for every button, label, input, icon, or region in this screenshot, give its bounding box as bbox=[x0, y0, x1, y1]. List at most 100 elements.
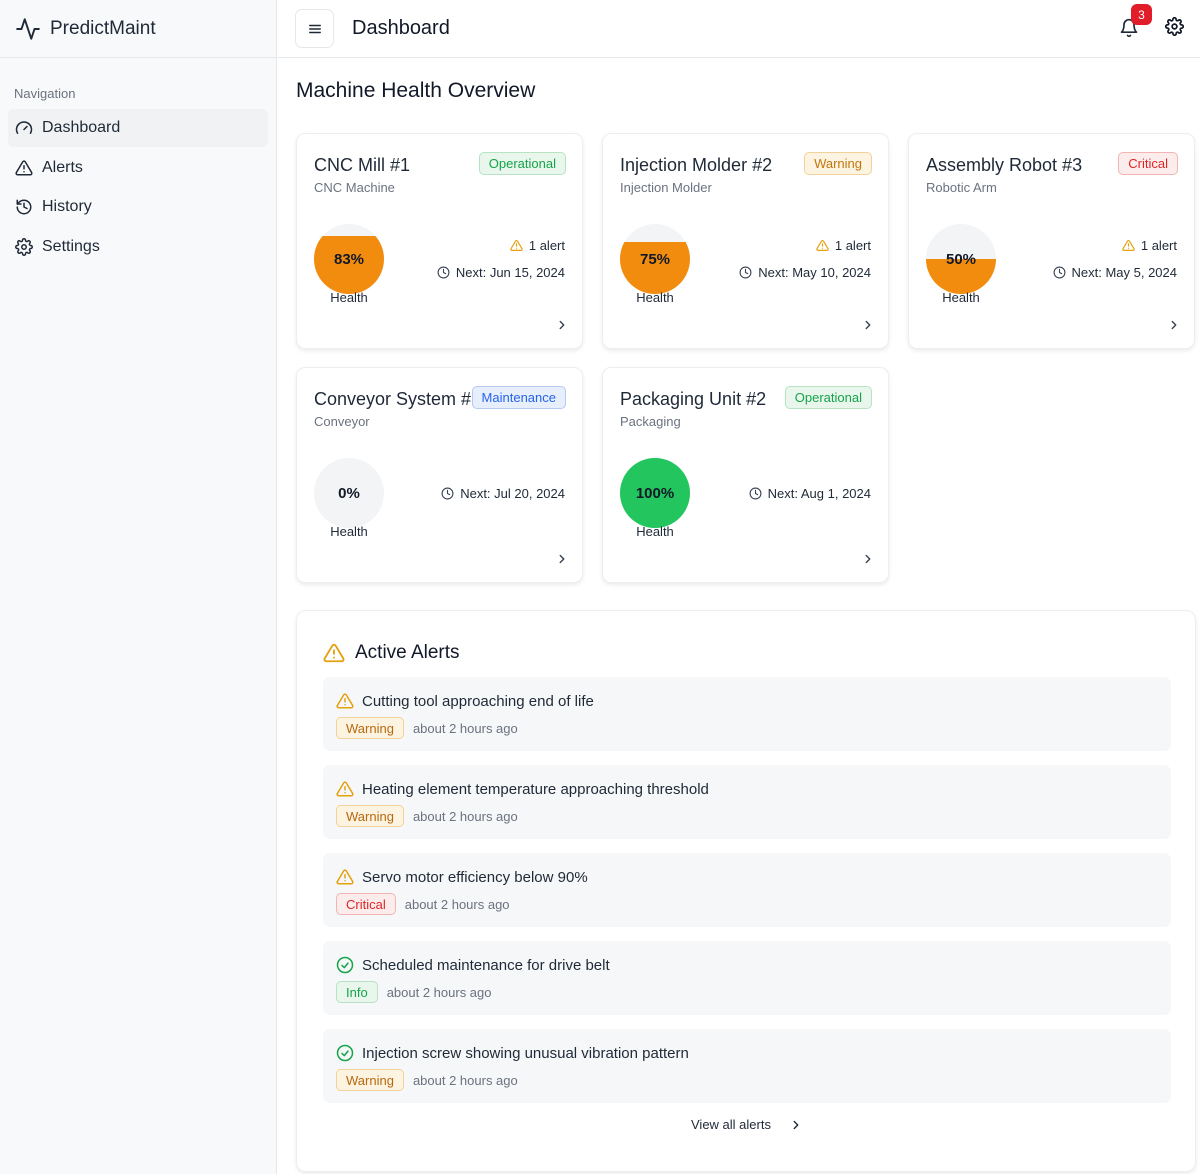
machine-name: Conveyor System #1 bbox=[314, 389, 482, 409]
alerts-heading-text: Active Alerts bbox=[355, 642, 460, 663]
sidebar-item-label: Dashboard bbox=[42, 119, 121, 136]
severity-badge: Critical bbox=[336, 893, 396, 915]
sidebar-item-history[interactable]: History bbox=[8, 188, 268, 226]
alert-triangle-icon bbox=[1122, 239, 1135, 251]
card-details-button[interactable] bbox=[1167, 318, 1181, 337]
view-all-alerts-link[interactable]: View all alerts bbox=[691, 1117, 803, 1132]
brand-name: PredictMaint bbox=[50, 17, 156, 39]
machine-type: Packaging bbox=[620, 414, 681, 429]
next-maintenance: Next: Jul 20, 2024 bbox=[441, 486, 565, 501]
health-label: Health bbox=[942, 290, 980, 305]
alert-triangle-icon bbox=[816, 239, 829, 251]
alert-message-text: Cutting tool approaching end of life bbox=[362, 692, 594, 710]
health-label: Health bbox=[636, 524, 674, 539]
gear-icon bbox=[15, 237, 33, 256]
sidebar-item-label: Alerts bbox=[42, 158, 83, 176]
sidebar-item-settings[interactable]: Settings bbox=[8, 228, 268, 266]
health-gauge: 83% bbox=[314, 224, 384, 294]
sidebar: PredictMaint Navigation Dashboard Alerts… bbox=[0, 0, 277, 1174]
machine-type: Injection Molder bbox=[620, 180, 712, 195]
card-details-button[interactable] bbox=[861, 552, 875, 571]
health-value: 100% bbox=[635, 484, 675, 502]
alert-count: 1 alert bbox=[816, 238, 871, 253]
next-maintenance-text: Next: Jul 20, 2024 bbox=[460, 486, 565, 501]
machine-type: Robotic Arm bbox=[926, 180, 997, 195]
card-details-button[interactable] bbox=[555, 552, 569, 571]
machine-name: Packaging Unit #2 bbox=[620, 389, 767, 409]
brand[interactable]: PredictMaint bbox=[0, 0, 276, 58]
health-gauge-fill bbox=[926, 259, 996, 294]
machine-card-injection-molder[interactable]: Injection Molder #2 Injection Molder War… bbox=[602, 133, 889, 349]
sidebar-item-alerts[interactable]: Alerts bbox=[8, 149, 268, 187]
alert-message-text: Injection screw showing unusual vibratio… bbox=[362, 1044, 689, 1062]
health-gauge: 100% bbox=[620, 458, 690, 528]
machine-card-assembly-robot[interactable]: Assembly Robot #3 Robotic Arm Critical 5… bbox=[908, 133, 1195, 349]
settings-button[interactable] bbox=[1164, 16, 1185, 41]
card-details-button[interactable] bbox=[555, 318, 569, 337]
health-gauge-fill bbox=[620, 458, 690, 528]
alert-triangle-icon bbox=[510, 239, 523, 251]
nav-list: Dashboard Alerts History Settings bbox=[0, 109, 276, 266]
sidebar-item-label: Settings bbox=[42, 237, 100, 255]
health-value: 0% bbox=[338, 484, 360, 502]
check-circle-icon bbox=[336, 956, 354, 974]
chevron-right-icon bbox=[865, 554, 871, 564]
health-gauge-fill bbox=[620, 241, 690, 294]
clock-icon bbox=[749, 487, 762, 500]
alert-item[interactable]: Scheduled maintenance for drive belt Inf… bbox=[323, 941, 1171, 1015]
machine-name: Injection Molder #2 bbox=[620, 155, 773, 175]
card-details-button[interactable] bbox=[861, 318, 875, 337]
history-icon bbox=[16, 199, 32, 215]
menu-toggle-button[interactable] bbox=[295, 9, 334, 48]
health-gauge-fill bbox=[314, 235, 384, 294]
alert-item[interactable]: Servo motor efficiency below 90% Critica… bbox=[323, 853, 1171, 927]
clock-icon bbox=[441, 487, 454, 500]
severity-badge: Info bbox=[336, 981, 378, 1003]
sidebar-item-label: History bbox=[42, 198, 92, 215]
alert-meta: Warning about 2 hours ago bbox=[336, 717, 518, 739]
health-label: Health bbox=[330, 290, 368, 305]
chevron-right-icon bbox=[793, 1120, 799, 1129]
active-alerts-panel: Active Alerts Cutting tool approaching e… bbox=[296, 610, 1196, 1172]
alert-item[interactable]: Injection screw showing unusual vibratio… bbox=[323, 1029, 1171, 1103]
activity-icon bbox=[16, 17, 40, 40]
clock-icon bbox=[739, 266, 752, 279]
machine-card-conveyor-system[interactable]: Conveyor System #1 Conveyor Maintenance … bbox=[296, 367, 583, 583]
page-title: Machine Health Overview bbox=[296, 79, 536, 102]
machine-card-packaging-unit[interactable]: Packaging Unit #2 Packaging Operational … bbox=[602, 367, 889, 583]
check-circle-icon bbox=[336, 1044, 354, 1062]
alert-item[interactable]: Heating element temperature approaching … bbox=[323, 765, 1171, 839]
alert-triangle-icon bbox=[15, 159, 33, 175]
next-maintenance-text: Next: May 5, 2024 bbox=[1071, 265, 1178, 280]
alert-message-text: Scheduled maintenance for drive belt bbox=[362, 956, 610, 974]
alert-count: 1 alert bbox=[510, 238, 565, 253]
next-maintenance: Next: Aug 1, 2024 bbox=[749, 486, 871, 501]
alert-meta: Warning about 2 hours ago bbox=[336, 805, 518, 827]
alert-message: Heating element temperature approaching … bbox=[336, 780, 709, 798]
status-badge: Maintenance bbox=[471, 386, 566, 409]
next-maintenance-text: Next: May 10, 2024 bbox=[758, 265, 871, 280]
severity-badge: Warning bbox=[336, 805, 404, 827]
chevron-right-icon bbox=[559, 554, 565, 564]
alert-triangle-icon bbox=[336, 869, 354, 885]
alert-triangle-icon bbox=[336, 693, 354, 709]
notifications-button[interactable] bbox=[1116, 15, 1142, 41]
alert-meta: Warning about 2 hours ago bbox=[336, 1069, 518, 1091]
next-maintenance-text: Next: Jun 15, 2024 bbox=[455, 265, 565, 280]
status-badge: Operational bbox=[784, 386, 872, 409]
machine-card-cnc-mill[interactable]: CNC Mill #1 CNC Machine Operational 83% … bbox=[296, 133, 583, 349]
alert-item[interactable]: Cutting tool approaching end of life War… bbox=[323, 677, 1171, 751]
health-value: 75% bbox=[639, 250, 671, 268]
alert-message: Servo motor efficiency below 90% bbox=[336, 868, 588, 886]
status-badge: Operational bbox=[478, 152, 566, 175]
severity-badge: Warning bbox=[336, 1069, 404, 1091]
alert-count: 1 alert bbox=[1122, 238, 1177, 253]
alerts-heading: Active Alerts bbox=[323, 642, 460, 664]
machine-name: Assembly Robot #3 bbox=[926, 155, 1083, 175]
alert-count-text: 1 alert bbox=[834, 238, 871, 253]
clock-icon bbox=[1053, 266, 1065, 279]
alert-triangle-icon bbox=[336, 781, 354, 797]
health-gauge: 0% bbox=[314, 458, 384, 528]
next-maintenance: Next: May 5, 2024 bbox=[1053, 265, 1178, 280]
sidebar-item-dashboard[interactable]: Dashboard bbox=[8, 109, 268, 147]
